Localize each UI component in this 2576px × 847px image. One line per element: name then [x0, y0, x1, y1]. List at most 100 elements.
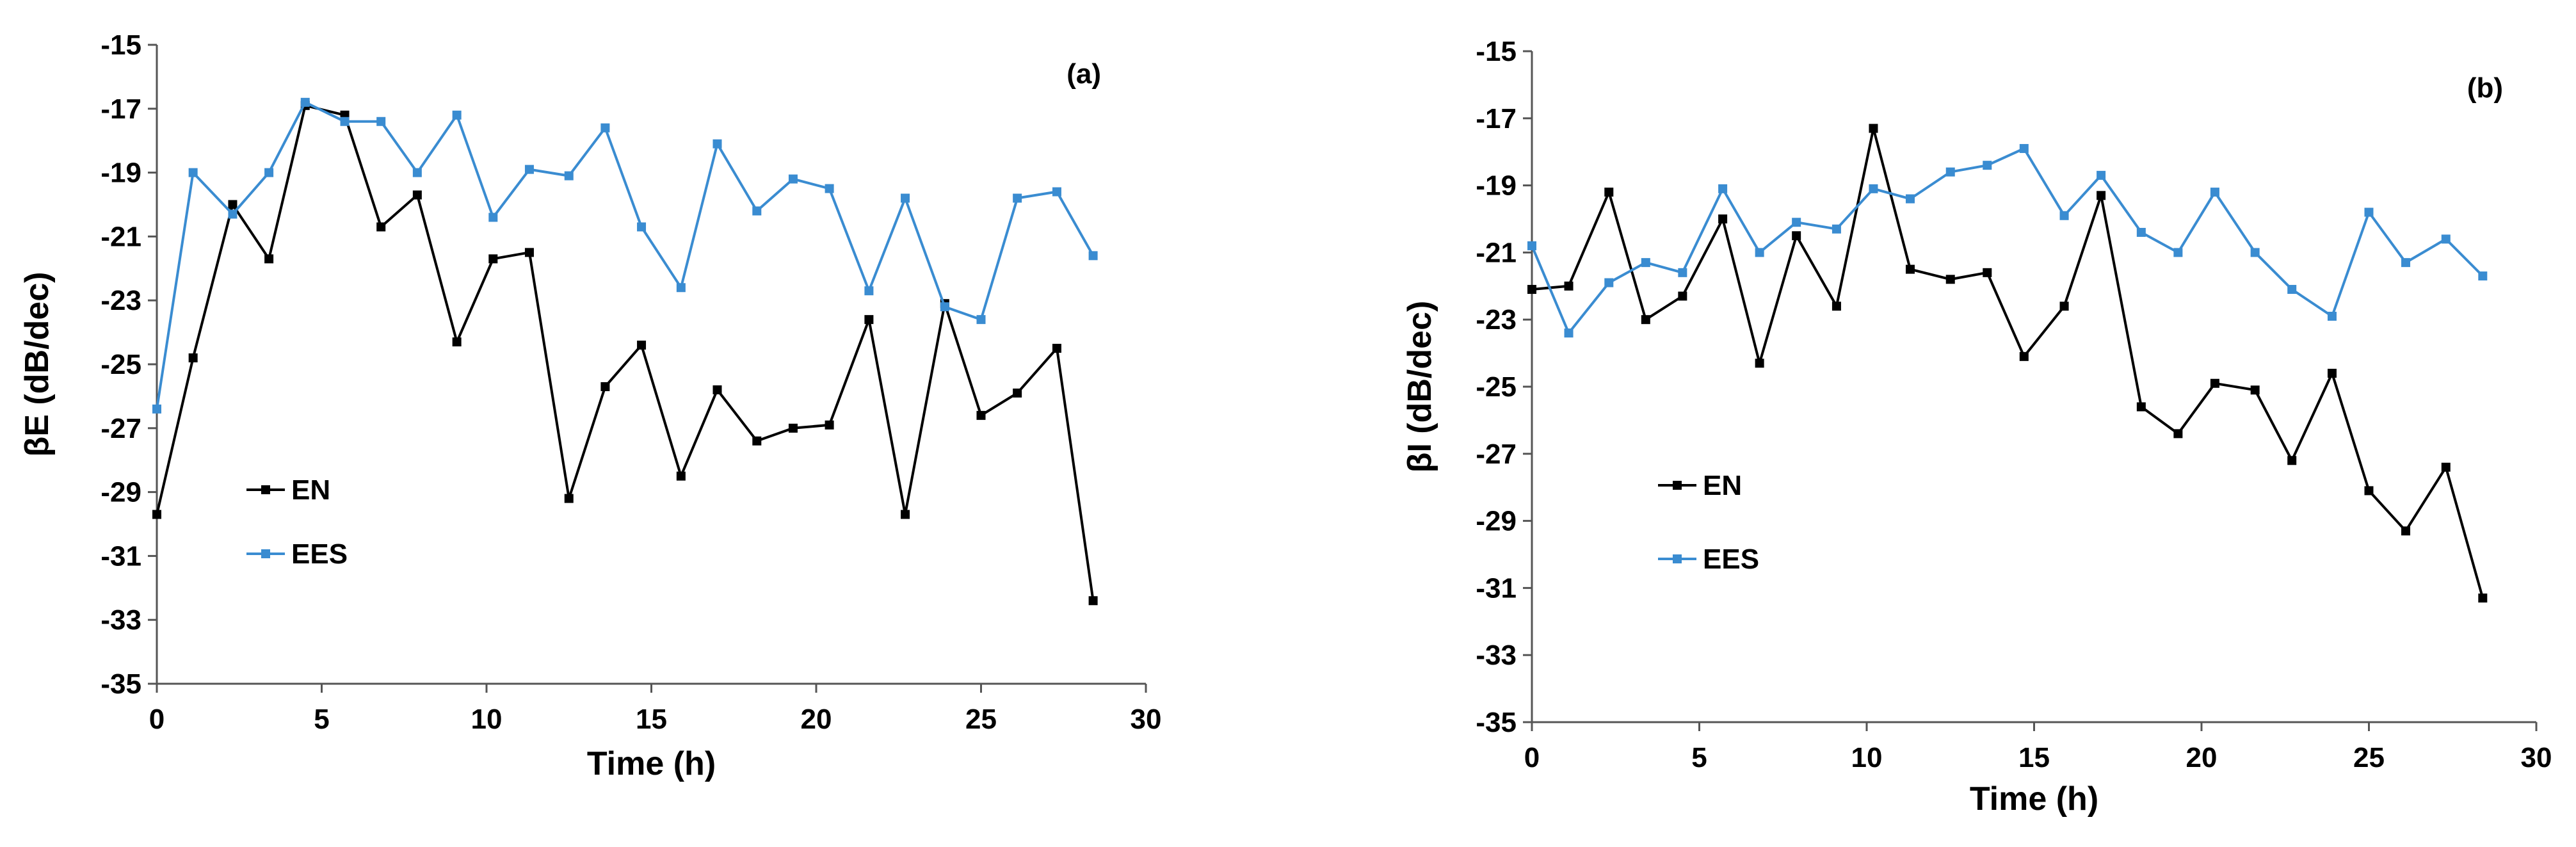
data-point-ees [637, 222, 647, 232]
data-point-en [1088, 596, 1098, 606]
legend-marker-ees [261, 549, 270, 558]
data-point-en [600, 382, 610, 391]
y-axis-title: βE (dB/dec) [19, 272, 56, 457]
data-point-ees [788, 174, 798, 184]
y-tick-label: -17 [101, 93, 141, 125]
data-point-en [901, 510, 910, 519]
data-point-ees [1052, 187, 1061, 197]
data-point-ees [2401, 258, 2411, 268]
data-point-en [1604, 188, 1614, 197]
data-point-en [2250, 385, 2260, 395]
data-point-ees [712, 139, 722, 149]
series-line-en [1531, 127, 2484, 599]
y-tick-label: -31 [101, 540, 141, 572]
data-point-ees [2287, 285, 2297, 294]
y-tick-label: -29 [1476, 506, 1517, 537]
data-point-en [976, 410, 986, 420]
data-point-en [1905, 264, 1915, 274]
y-axis-title: βI (dB/dec) [1401, 301, 1438, 473]
y-tick-label: -33 [1476, 640, 1517, 671]
data-point-ees [152, 404, 161, 414]
data-point-ees [1678, 268, 1687, 277]
data-point-ees [901, 193, 910, 203]
data-point-en [1527, 285, 1536, 294]
x-axis-title: Time (h) [1970, 780, 2098, 818]
x-tick-label: 0 [1524, 742, 1540, 773]
y-tick-label: -25 [101, 349, 141, 380]
data-point-en [2019, 351, 2029, 361]
data-point-en [788, 423, 798, 433]
x-tick-label: 20 [2186, 742, 2218, 773]
data-point-en [228, 200, 237, 209]
y-tick-label: -23 [1476, 304, 1517, 335]
data-point-ees [2210, 188, 2219, 197]
y-tick-label: -25 [1476, 371, 1517, 403]
panel-a: -35 -33 -31 -29 -27 -25 -23 -21 -19 -17 -15 0 5 10 15 2… [19, 29, 1161, 782]
data-point-ees [2327, 311, 2337, 321]
y-tick-label: -27 [1476, 439, 1517, 470]
data-point-ees [1013, 193, 1022, 203]
x-tick-label: 15 [636, 704, 667, 735]
data-point-ees [940, 302, 949, 312]
data-point-en [524, 248, 534, 257]
data-point-en [1792, 231, 1801, 241]
y-tick-label: -29 [101, 477, 141, 508]
data-point-ees [564, 171, 574, 181]
data-point-en [1678, 291, 1687, 301]
data-point-ees [1088, 251, 1098, 261]
data-point-ees [1527, 241, 1536, 250]
data-point-ees [412, 168, 422, 177]
panel-b: -35 -33 -31 -29 -27 -25 -23 -21 -19 -17 -15 0 5 10 15 2… [1401, 36, 2552, 818]
data-point-en [264, 254, 274, 264]
data-point-ees [2097, 170, 2106, 180]
data-point-ees [976, 315, 986, 325]
data-point-en [2173, 429, 2183, 439]
x-tick-label: 15 [2018, 742, 2050, 773]
data-point-ees [1983, 161, 1992, 170]
data-point-en [2327, 369, 2337, 378]
y-tick-label: -21 [1476, 237, 1517, 268]
y-tick-label: -19 [101, 157, 141, 189]
data-point-en [2364, 486, 2374, 496]
data-point-en [2136, 402, 2146, 412]
data-point-ees [825, 184, 834, 193]
data-point-en [412, 190, 422, 200]
legend-label-en: EN [1703, 470, 1742, 501]
legend-label-en: EN [291, 474, 330, 506]
data-point-ees [2173, 248, 2183, 257]
data-point-ees [1945, 167, 1955, 177]
data-point-ees [1755, 248, 1764, 257]
x-tick-label: 10 [1851, 742, 1883, 773]
data-point-en [2097, 191, 2106, 200]
data-point-ees [864, 286, 874, 296]
x-tick-label: 5 [1691, 742, 1707, 773]
data-point-ees [1604, 278, 1614, 287]
x-tick-label: 20 [801, 704, 832, 735]
data-point-ees [1718, 184, 1728, 193]
y-tick-label: -35 [101, 668, 141, 700]
data-point-ees [752, 206, 762, 216]
y-tick-label: -31 [1476, 572, 1517, 604]
data-point-en [488, 254, 498, 264]
data-point-en [1869, 124, 1878, 133]
data-point-ees [188, 168, 198, 177]
data-point-ees [2441, 234, 2451, 244]
data-point-ees [1869, 184, 1878, 193]
y-tick-label: -33 [101, 604, 141, 636]
data-point-en [637, 341, 647, 350]
y-tick-label: -21 [101, 221, 141, 252]
data-point-en [1945, 275, 1955, 284]
data-point-ees [488, 213, 498, 222]
legend-label-ees: EES [1703, 544, 1759, 575]
data-point-ees [2478, 271, 2488, 281]
data-point-en [376, 222, 386, 232]
x-tick-label: 10 [471, 704, 503, 735]
data-point-en [1831, 302, 1841, 311]
series-line-en [156, 104, 1095, 601]
data-point-ees [340, 117, 350, 126]
data-point-ees [2059, 211, 2069, 220]
data-point-ees [2019, 143, 2029, 153]
y-tick-label: -15 [1476, 36, 1517, 67]
data-point-ees [300, 97, 310, 107]
data-point-en [2478, 593, 2488, 603]
